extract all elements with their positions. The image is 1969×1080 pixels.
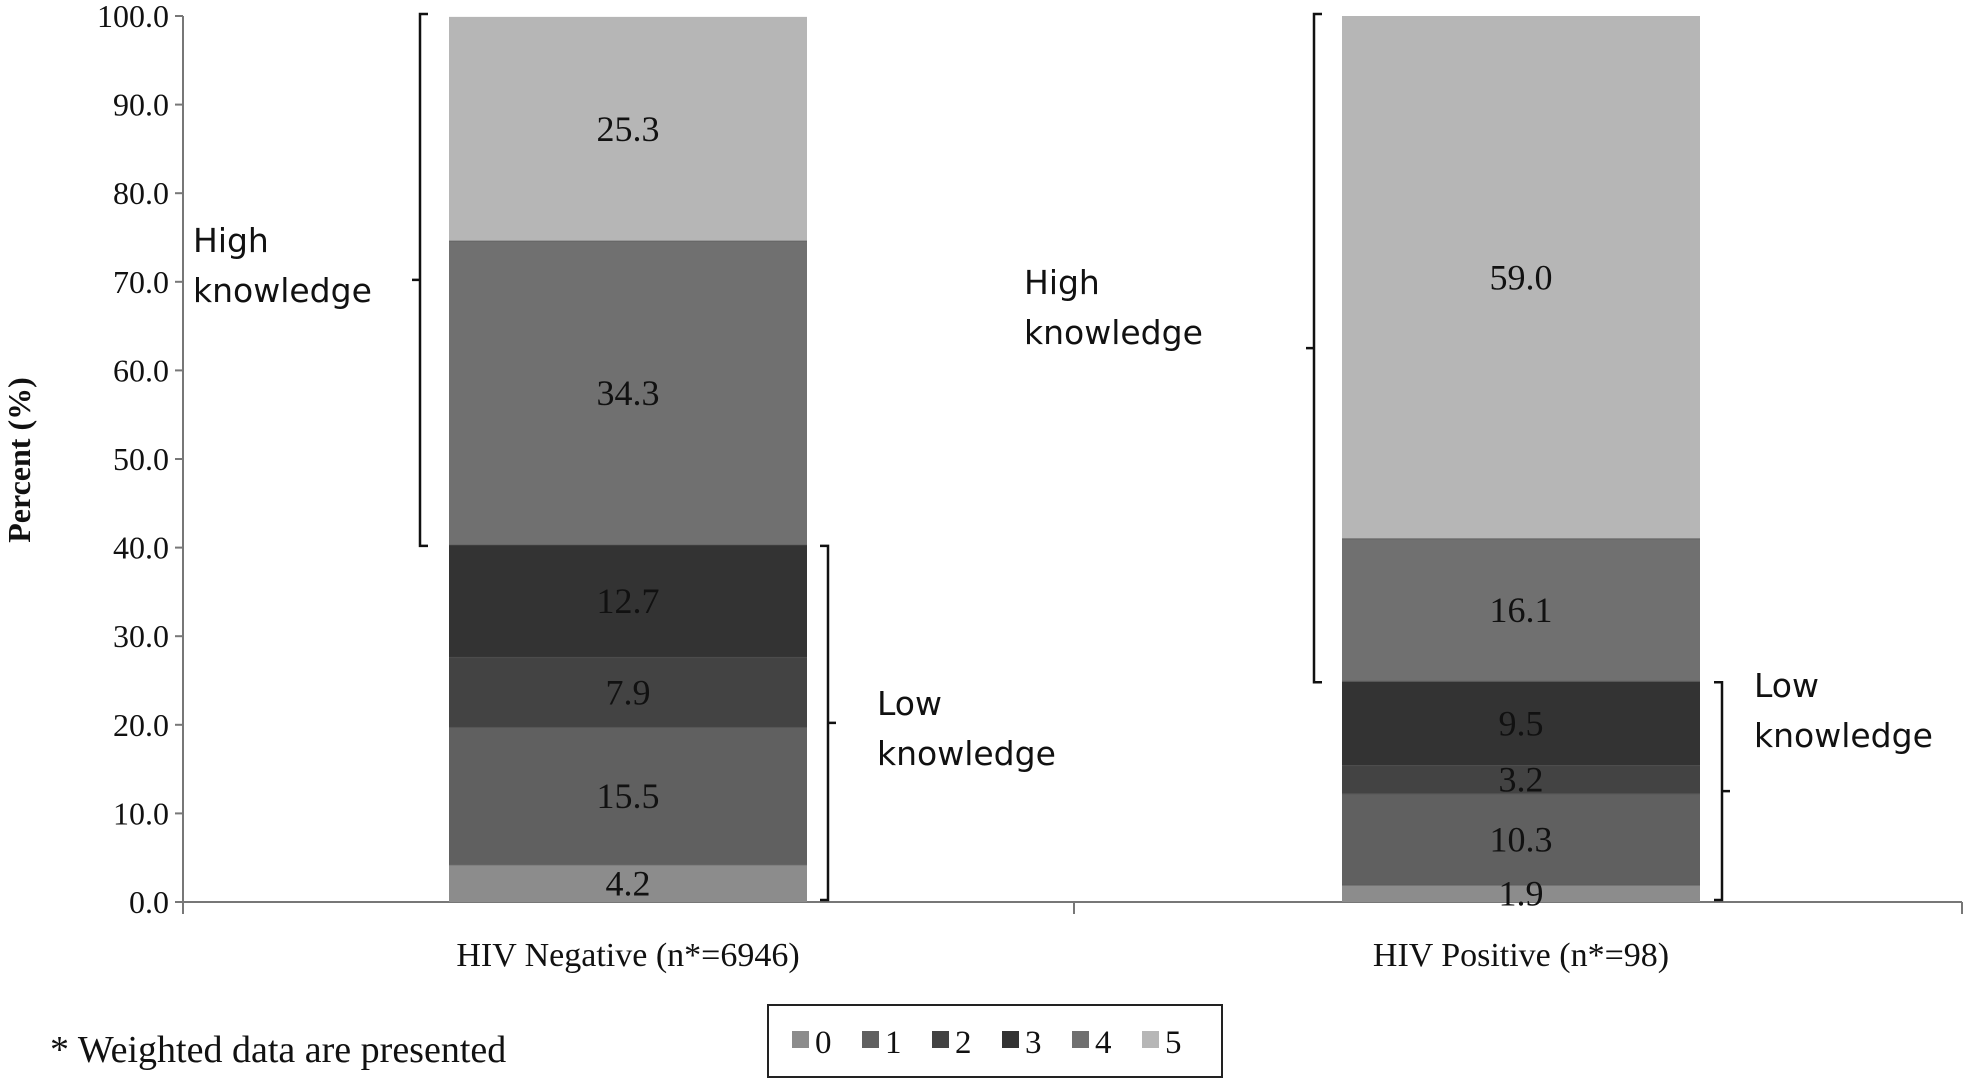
legend-label: 3	[1025, 1025, 1042, 1061]
legend-swatch	[1002, 1031, 1019, 1048]
bar-segment	[1342, 885, 1700, 902]
legend-label: 2	[955, 1025, 972, 1061]
y-tick-label: 10.0	[113, 795, 169, 831]
y-tick-label: 100.0	[97, 0, 169, 34]
bracket	[820, 544, 836, 902]
bar-segment	[1342, 538, 1700, 682]
annotation-label: Low	[1754, 666, 1819, 705]
category-label: HIV Negative (n*=6946)	[456, 937, 799, 974]
data-label: 16.1	[1490, 590, 1553, 630]
x-axis: HIV Negative (n*=6946) HIV Positive (n*=9…	[182, 901, 1963, 974]
data-label: 12.7	[597, 581, 660, 621]
legend-swatch	[862, 1031, 879, 1048]
bar-segment	[1342, 793, 1700, 886]
data-label: 7.9	[606, 672, 651, 712]
data-label: 10.3	[1490, 820, 1553, 860]
legend-label: 4	[1095, 1025, 1112, 1061]
annotation-label: knowledge	[1024, 313, 1203, 352]
bar-segment	[449, 657, 807, 728]
footnote: * Weighted data are presented	[50, 1029, 506, 1071]
bar-segment	[1342, 765, 1700, 794]
y-axis-title: Percent (%)	[1, 377, 37, 543]
legend-label: 5	[1165, 1025, 1182, 1061]
y-tick-label: 70.0	[113, 264, 169, 300]
y-tick-label: 30.0	[113, 618, 169, 654]
legend-swatch	[1142, 1031, 1159, 1048]
bar-segment	[449, 544, 807, 658]
bracket	[1306, 12, 1322, 684]
legend: 0 1 2 3 4 5	[767, 1004, 1223, 1078]
legend-swatch	[792, 1031, 809, 1048]
data-label: 59.0	[1490, 257, 1553, 297]
data-label: 34.3	[597, 373, 660, 413]
legend-label: 1	[885, 1025, 902, 1061]
bar-segment	[1342, 16, 1700, 539]
bracket	[1714, 681, 1730, 902]
legend-swatch	[932, 1031, 949, 1048]
y-tick-label: 80.0	[113, 175, 169, 211]
bar-segment	[449, 864, 807, 902]
data-label: 9.5	[1499, 703, 1544, 743]
knowledge-annotations: High knowledge Low knowledge High knowledge Lo…	[193, 12, 1933, 902]
data-label: 15.5	[597, 776, 660, 816]
data-label: 4.2	[606, 863, 651, 903]
data-label: 25.3	[597, 109, 660, 149]
y-tick-label: 0.0	[129, 884, 169, 920]
legend-label: 0	[815, 1025, 832, 1061]
bar-segment	[449, 727, 807, 865]
y-tick-label: 60.0	[113, 352, 169, 388]
bar-segment	[1342, 681, 1700, 766]
bracket	[412, 12, 428, 548]
y-tick-label: 90.0	[113, 87, 169, 123]
annotation-label: High	[1024, 263, 1100, 302]
annotation-label: High	[193, 221, 269, 260]
annotation-label: knowledge	[193, 271, 372, 310]
category-label: HIV Positive (n*=98)	[1373, 937, 1669, 974]
bars: 4.2 15.5 7.9 12.7 34.3 25.3 1.9 10.3 3.2 9.5 16.1 5…	[449, 16, 1700, 914]
legend-swatch	[1072, 1031, 1089, 1048]
bar-segment	[449, 241, 807, 545]
data-label: 3.2	[1499, 760, 1544, 800]
annotation-label: knowledge	[1754, 716, 1933, 755]
data-label: 1.9	[1499, 874, 1544, 914]
annotation-label: Low	[877, 684, 942, 723]
y-axis: 0.0 10.0 20.0 30.0 40.0 50.0 60.0 70.0 80.0 90.0 1…	[97, 0, 184, 920]
annotation-label: knowledge	[877, 734, 1056, 773]
y-tick-label: 40.0	[113, 530, 169, 566]
y-tick-label: 20.0	[113, 707, 169, 743]
y-tick-label: 50.0	[113, 441, 169, 477]
bar-segment	[449, 16, 807, 242]
